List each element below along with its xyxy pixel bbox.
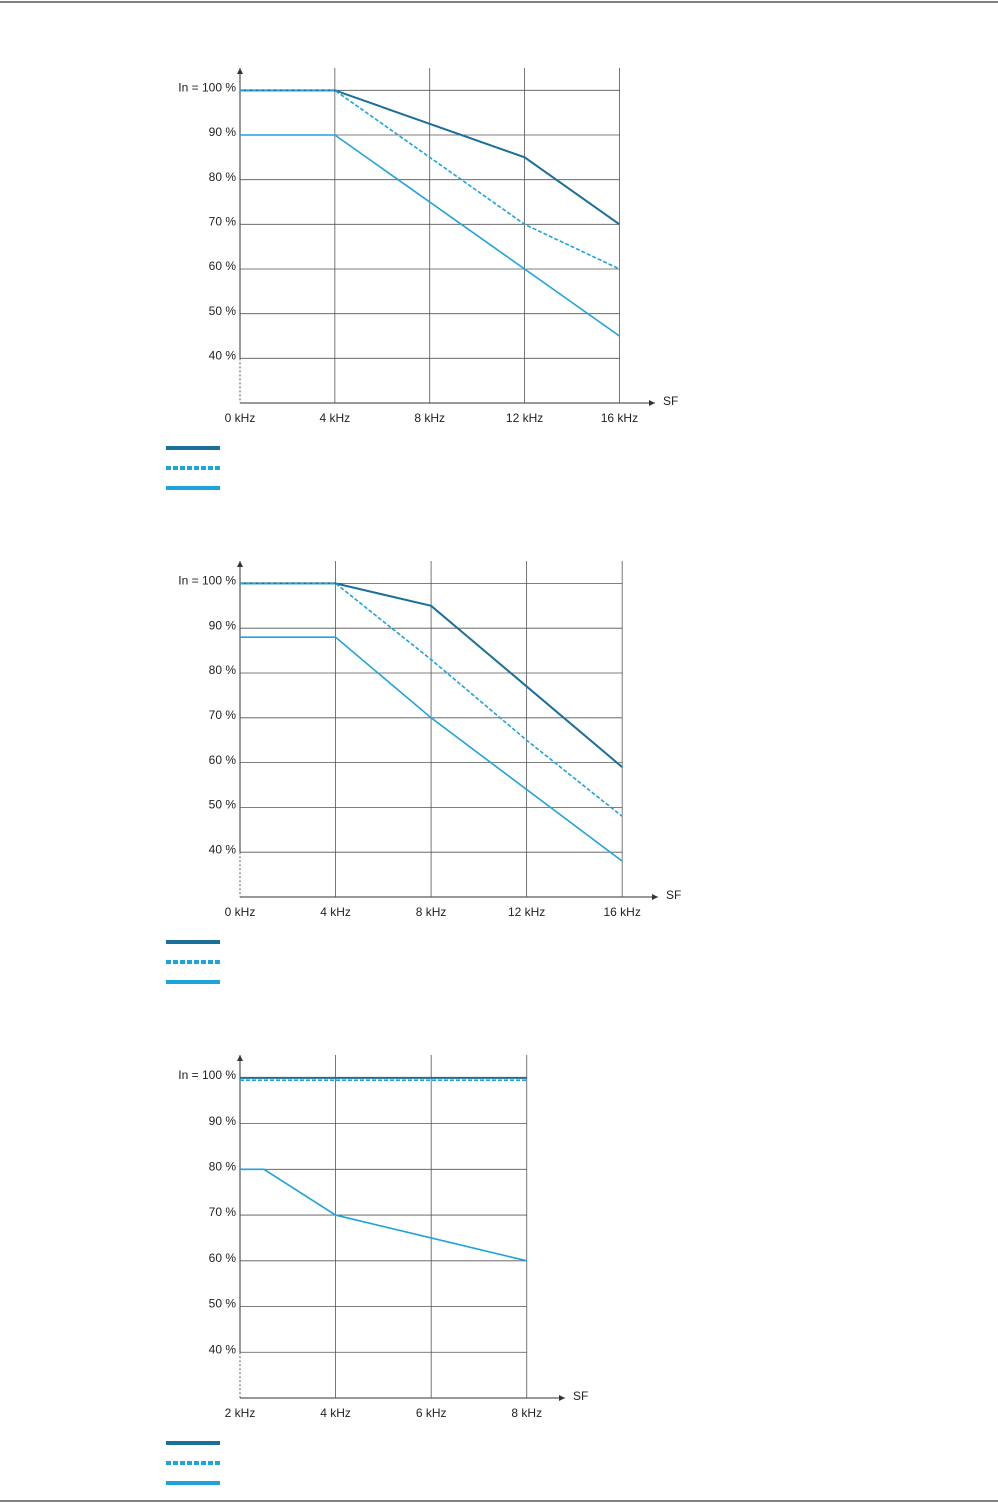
y-tick-label: 50 % — [209, 1297, 237, 1311]
y-tick-label: 90 % — [209, 125, 237, 139]
y-tick-label: 80 % — [209, 1160, 237, 1174]
x-tick-label: 4 kHz — [320, 905, 351, 919]
x-tick-label: 16 kHz — [601, 411, 638, 425]
series-line — [240, 582, 623, 817]
x-tick-label: 4 kHz — [320, 411, 351, 425]
x-axis-arrow — [559, 1395, 565, 1401]
x-tick-label: 8 kHz — [511, 1406, 542, 1420]
y-tick-label: 80 % — [209, 170, 237, 184]
series-line — [240, 636, 623, 862]
y-tick-label: 40 % — [209, 1342, 237, 1356]
x-tick-label: 4 kHz — [320, 1406, 351, 1420]
y-tick-label: 80 % — [209, 663, 237, 677]
y-tick-label: In = 100 % — [178, 81, 236, 95]
y-tick-label: 40 % — [209, 842, 237, 856]
y-axis-arrow — [237, 561, 243, 567]
y-tick-label: 60 % — [209, 259, 237, 273]
y-tick-label: 90 % — [209, 618, 237, 632]
x-tick-label: 8 kHz — [414, 411, 445, 425]
y-tick-label: In = 100 % — [178, 1068, 236, 1082]
x-tick-label: 0 kHz — [225, 411, 256, 425]
x-tick-label: 2 kHz — [225, 1406, 256, 1420]
y-tick-label: 70 % — [209, 1205, 237, 1219]
y-axis-arrow — [237, 68, 243, 74]
y-tick-label: 50 % — [209, 304, 237, 318]
x-tick-label: 8 kHz — [416, 905, 447, 919]
x-tick-label: 6 kHz — [416, 1406, 447, 1420]
x-axis-label: SF — [666, 888, 681, 902]
y-tick-label: 60 % — [209, 753, 237, 767]
y-tick-label: In = 100 % — [178, 574, 236, 588]
x-tick-label: 12 kHz — [508, 905, 545, 919]
x-tick-label: 16 kHz — [603, 905, 640, 919]
x-axis-label: SF — [573, 1389, 588, 1403]
x-axis-arrow — [652, 894, 658, 900]
x-axis-arrow — [649, 400, 655, 406]
series-line — [240, 1168, 527, 1262]
y-tick-label: 70 % — [209, 215, 237, 229]
x-axis-label: SF — [663, 394, 678, 408]
x-tick-label: 12 kHz — [506, 411, 543, 425]
y-tick-label: 90 % — [209, 1114, 237, 1128]
series-line — [240, 134, 620, 337]
series-line — [240, 89, 620, 270]
y-tick-label: 60 % — [209, 1251, 237, 1265]
x-tick-label: 0 kHz — [225, 905, 256, 919]
y-tick-label: 70 % — [209, 708, 237, 722]
series-line — [240, 89, 621, 226]
y-tick-label: 50 % — [209, 798, 237, 812]
y-tick-label: 40 % — [209, 349, 237, 363]
y-axis-arrow — [237, 1055, 243, 1061]
